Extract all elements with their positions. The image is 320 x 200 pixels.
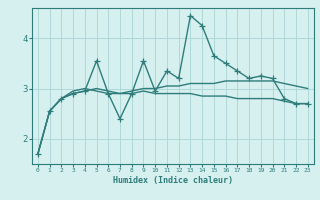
- X-axis label: Humidex (Indice chaleur): Humidex (Indice chaleur): [113, 176, 233, 185]
